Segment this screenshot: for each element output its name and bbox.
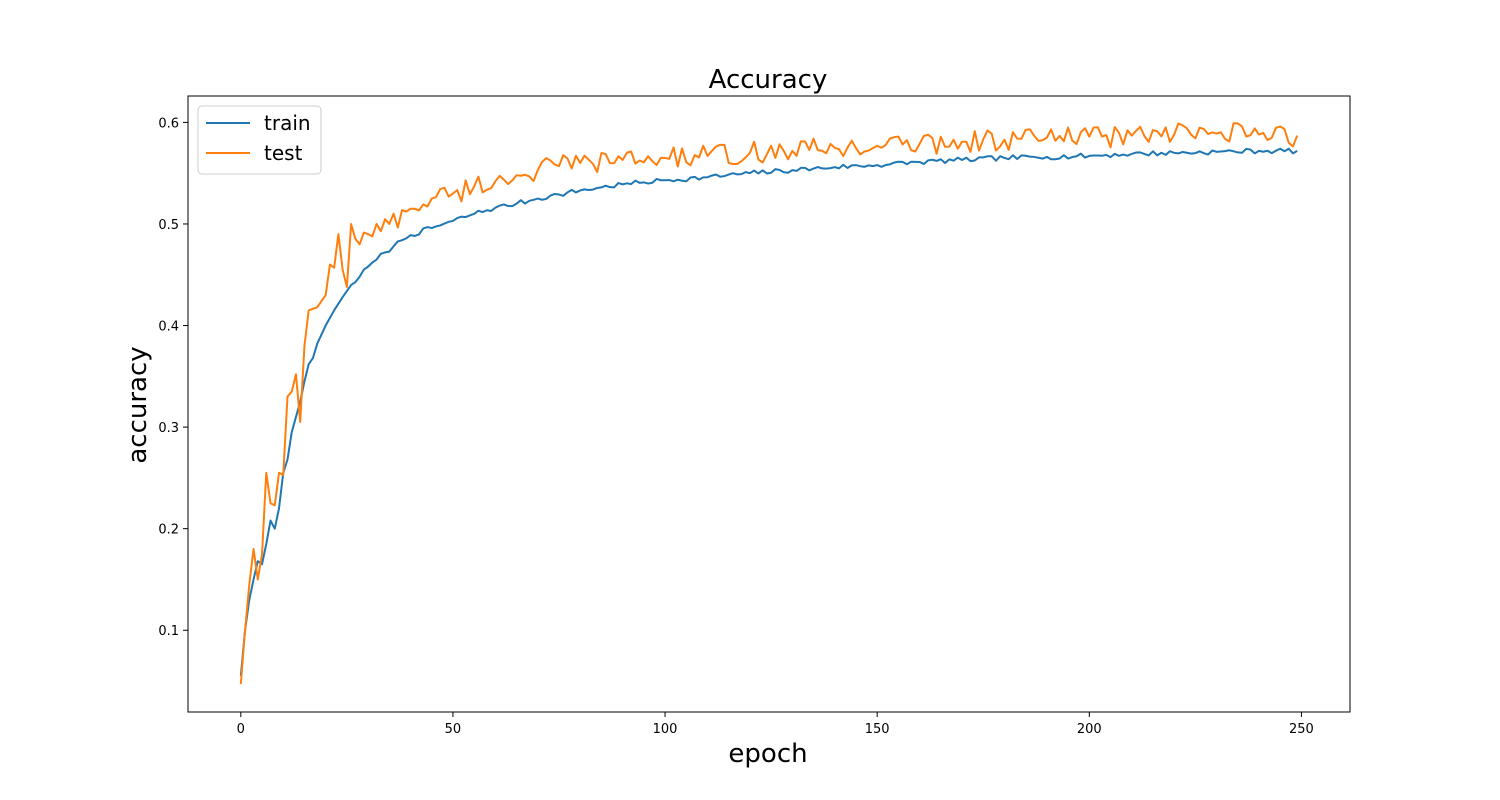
chart-title: Accuracy — [709, 65, 828, 95]
series-line-train — [239, 147, 1298, 677]
axes: 0 50 100 150 200 250 0.1 0.2 0.3 0.4 0.5 0.6 — [158, 95, 1351, 737]
y-tick-label: 0.1 — [158, 624, 179, 639]
y-tick-label: 0.4 — [158, 320, 179, 335]
series-lines — [239, 122, 1299, 685]
legend-label-test: test — [264, 141, 303, 165]
x-tick-label: 100 — [653, 722, 678, 737]
plot-frame — [187, 95, 1351, 713]
series-line-test — [239, 122, 1299, 685]
x-tick-label: 200 — [1077, 722, 1102, 737]
y-tick-label: 0.6 — [158, 116, 179, 131]
x-tick-label: 250 — [1289, 722, 1314, 737]
y-tick-label: 0.5 — [158, 218, 179, 233]
x-tick-label: 0 — [237, 722, 245, 737]
x-axis-title: epoch — [728, 739, 807, 769]
x-tick-label: 50 — [445, 722, 462, 737]
y-tick-label: 0.2 — [158, 523, 179, 538]
y-axis-title: accuracy — [123, 346, 153, 463]
y-tick-label: 0.3 — [158, 421, 179, 436]
legend-label-train: train — [264, 111, 311, 135]
x-tick-label: 150 — [865, 722, 890, 737]
legend: train test — [197, 105, 322, 175]
